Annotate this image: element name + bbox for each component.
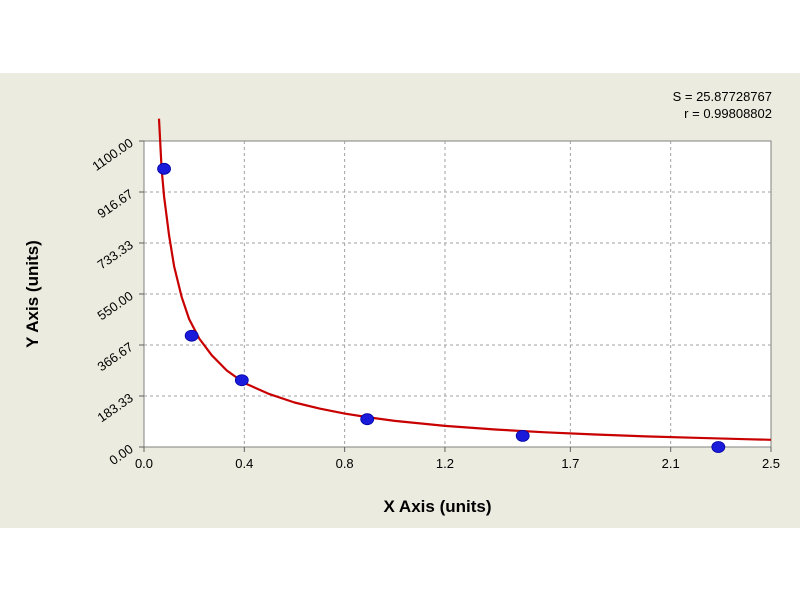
x-tick-label: 0.0 (135, 456, 153, 471)
data-point (234, 374, 249, 387)
y-tick-label: 366.67 (95, 339, 136, 374)
y-tick-label: 550.00 (95, 288, 136, 323)
y-tick-label: 733.33 (95, 237, 136, 272)
fit-curve-line (157, 118, 771, 441)
x-tick-label: 1.7 (561, 456, 579, 471)
y-tick-label: 183.33 (95, 390, 136, 425)
data-point (515, 429, 530, 442)
data-point (184, 329, 199, 342)
x-tick-label: 1.2 (436, 456, 454, 471)
x-tick-label: 2.5 (762, 456, 780, 471)
x-axis-title: X Axis (units) (384, 497, 492, 516)
x-tick-label: 2.1 (662, 456, 680, 471)
y-tick-label: 916.67 (95, 186, 136, 221)
data-point (360, 413, 375, 426)
data-point (157, 162, 171, 175)
y-axis-title: Y Axis (units) (23, 240, 42, 348)
r-statistic: r = 0.99808802 (684, 106, 772, 121)
x-tick-label: 0.4 (235, 456, 253, 471)
fit-statistics: S = 25.87728767 r = 0.99808802 (673, 88, 772, 122)
y-tick-label: 1100.00 (89, 135, 135, 174)
y-tick-label: 0.00 (106, 441, 135, 468)
s-statistic: S = 25.87728767 (672, 89, 772, 104)
data-point (711, 441, 726, 453)
x-tick-label: 0.8 (336, 456, 354, 471)
